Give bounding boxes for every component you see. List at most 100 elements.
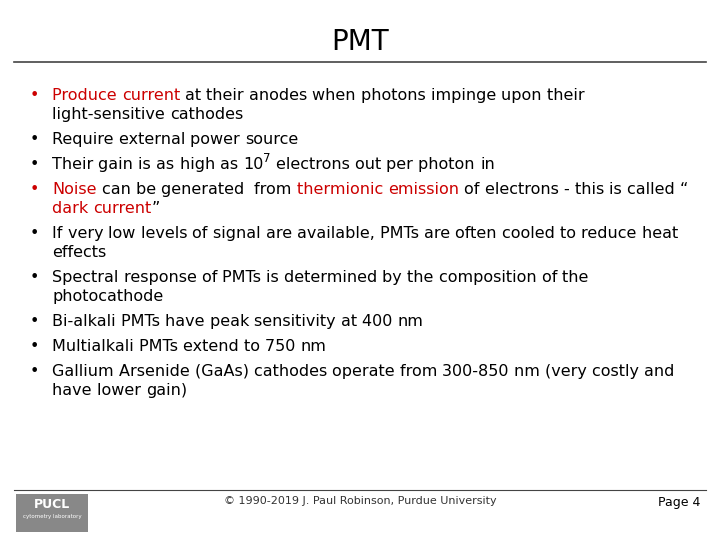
Text: cytometry laboratory: cytometry laboratory bbox=[23, 514, 81, 519]
Text: Page 4: Page 4 bbox=[657, 496, 700, 509]
Text: current: current bbox=[122, 88, 180, 103]
Text: ”: ” bbox=[152, 201, 160, 216]
Text: cathodes: cathodes bbox=[253, 364, 332, 379]
Text: low: low bbox=[108, 226, 140, 241]
Text: impinge: impinge bbox=[431, 88, 501, 103]
Text: and: and bbox=[644, 364, 680, 379]
Text: gain): gain) bbox=[145, 383, 187, 398]
Text: is: is bbox=[609, 182, 627, 197]
Text: thermionic: thermionic bbox=[297, 182, 388, 197]
Text: nm: nm bbox=[514, 364, 545, 379]
Text: external: external bbox=[119, 132, 190, 147]
Text: photon: photon bbox=[418, 157, 480, 172]
Text: PMTs: PMTs bbox=[139, 339, 183, 354]
Text: of: of bbox=[541, 270, 562, 285]
Text: Produce: Produce bbox=[52, 88, 122, 103]
Text: •: • bbox=[30, 157, 40, 172]
Text: •: • bbox=[30, 182, 40, 197]
Text: peak: peak bbox=[210, 314, 254, 329]
Text: photocathode: photocathode bbox=[52, 289, 163, 304]
Text: to: to bbox=[560, 226, 581, 241]
Text: 7: 7 bbox=[264, 152, 271, 165]
Text: Spectral: Spectral bbox=[52, 270, 124, 285]
Text: of: of bbox=[202, 270, 222, 285]
Text: response: response bbox=[124, 270, 202, 285]
Text: of: of bbox=[192, 226, 213, 241]
Text: have: have bbox=[165, 314, 210, 329]
Text: called: called bbox=[627, 182, 680, 197]
Text: in: in bbox=[480, 157, 495, 172]
Text: nm: nm bbox=[397, 314, 423, 329]
Text: available,: available, bbox=[297, 226, 380, 241]
Text: 300-850: 300-850 bbox=[442, 364, 514, 379]
Text: have: have bbox=[52, 383, 96, 398]
Text: Noise: Noise bbox=[52, 182, 96, 197]
Text: PMTs: PMTs bbox=[222, 270, 266, 285]
Text: cathodes: cathodes bbox=[170, 107, 243, 122]
Text: the: the bbox=[408, 270, 438, 285]
Text: •: • bbox=[30, 314, 40, 329]
Text: (GaAs): (GaAs) bbox=[194, 364, 253, 379]
Text: high: high bbox=[179, 157, 220, 172]
Text: •: • bbox=[30, 339, 40, 354]
Text: Bi-alkali: Bi-alkali bbox=[52, 314, 121, 329]
Text: of: of bbox=[464, 182, 485, 197]
Text: PMT: PMT bbox=[331, 28, 389, 56]
Text: extend: extend bbox=[183, 339, 244, 354]
Text: this: this bbox=[575, 182, 609, 197]
Text: Multialkali: Multialkali bbox=[52, 339, 139, 354]
Text: to: to bbox=[244, 339, 265, 354]
Text: out: out bbox=[355, 157, 387, 172]
Text: electrons: electrons bbox=[485, 182, 564, 197]
Text: -: - bbox=[564, 182, 575, 197]
Text: very: very bbox=[68, 226, 108, 241]
Text: determined: determined bbox=[284, 270, 382, 285]
Text: gain: gain bbox=[99, 157, 138, 172]
Text: •: • bbox=[30, 270, 40, 285]
Text: per: per bbox=[387, 157, 418, 172]
Text: levels: levels bbox=[140, 226, 192, 241]
Text: their: their bbox=[207, 88, 249, 103]
Text: PUCL: PUCL bbox=[34, 498, 70, 511]
Text: source: source bbox=[245, 132, 298, 147]
Text: can: can bbox=[102, 182, 135, 197]
Text: current: current bbox=[94, 201, 152, 216]
Text: photons: photons bbox=[361, 88, 431, 103]
Text: are: are bbox=[266, 226, 297, 241]
Text: •: • bbox=[30, 364, 40, 379]
Text: anodes: anodes bbox=[249, 88, 312, 103]
Text: upon: upon bbox=[501, 88, 547, 103]
Text: Arsenide: Arsenide bbox=[119, 364, 194, 379]
Text: costly: costly bbox=[592, 364, 644, 379]
Text: Their: Their bbox=[52, 157, 99, 172]
Text: as: as bbox=[156, 157, 179, 172]
Text: the: the bbox=[562, 270, 593, 285]
Text: composition: composition bbox=[438, 270, 541, 285]
Text: are: are bbox=[424, 226, 455, 241]
Text: electrons: electrons bbox=[276, 157, 355, 172]
Text: Gallium: Gallium bbox=[52, 364, 119, 379]
Text: is: is bbox=[266, 270, 284, 285]
Text: If: If bbox=[52, 226, 68, 241]
Text: their: their bbox=[547, 88, 590, 103]
Text: be: be bbox=[135, 182, 161, 197]
Text: dark: dark bbox=[52, 201, 94, 216]
Text: lower: lower bbox=[96, 383, 145, 398]
Text: PMTs: PMTs bbox=[380, 226, 424, 241]
Text: generated: generated bbox=[161, 182, 249, 197]
Text: operate: operate bbox=[332, 364, 400, 379]
Text: reduce: reduce bbox=[581, 226, 642, 241]
FancyBboxPatch shape bbox=[16, 494, 88, 532]
Text: 10: 10 bbox=[243, 157, 264, 172]
Text: from: from bbox=[254, 182, 297, 197]
Text: often: often bbox=[455, 226, 502, 241]
Text: emission: emission bbox=[388, 182, 459, 197]
Text: 400: 400 bbox=[362, 314, 397, 329]
Text: effects: effects bbox=[52, 245, 107, 260]
Text: •: • bbox=[30, 88, 40, 103]
Text: “: “ bbox=[680, 182, 688, 197]
Text: •: • bbox=[30, 226, 40, 241]
Text: at: at bbox=[341, 314, 362, 329]
Text: PMTs: PMTs bbox=[121, 314, 165, 329]
Text: (very: (very bbox=[545, 364, 592, 379]
